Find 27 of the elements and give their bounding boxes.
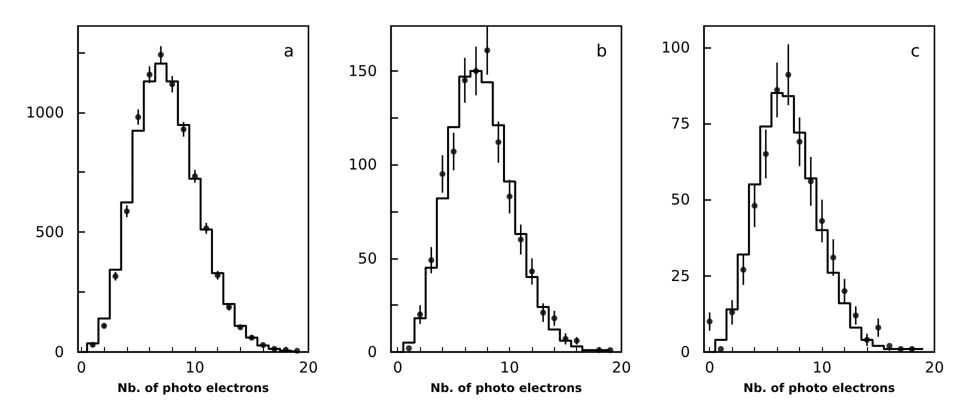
x-tick-label: 10 [812,358,832,376]
y-tick-label: 100 [348,156,377,174]
y-tick-label: 25 [670,266,690,285]
y-tick-label: 50 [358,249,377,268]
x-axis-title: Nb. of photo electrons [743,381,896,395]
x-axis-title: Nb. of photo electrons [117,381,270,395]
x-tick-label: 0 [392,358,402,376]
x-axis-title: Nb. of photo electrons [430,381,582,395]
x-tick-label: 10 [500,358,520,376]
y-tick-label: 75 [670,114,690,132]
y-tick-label: 100 [661,38,690,56]
text: c [910,42,920,62]
x-tick-label: 20 [298,358,318,376]
y-tick-label: 0 [680,343,690,361]
x-tick-label: 20 [924,358,944,376]
y-tick-label: 150 [348,62,377,80]
x-tick-label: 0 [76,358,86,376]
y-tick-label: 500 [35,223,64,242]
x-tick-label: 20 [612,358,632,376]
x-tick-label: 0 [704,358,714,376]
y-tick-label: 0 [54,343,64,361]
text: b [596,42,608,62]
x-tick-label: 10 [185,358,204,376]
text: a [284,42,294,62]
y-tick-label: 50 [670,190,690,209]
y-tick-label: 1000 [26,103,64,122]
y-tick-label: 0 [367,343,377,361]
